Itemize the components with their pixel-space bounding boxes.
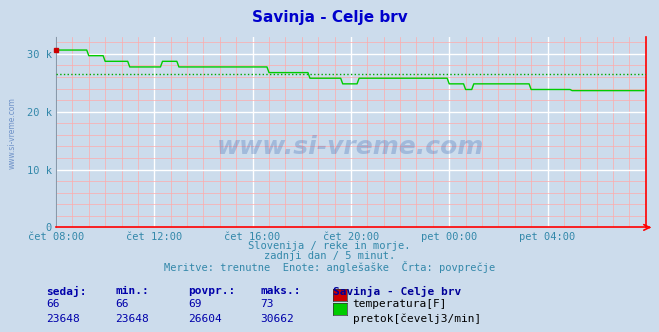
Text: Meritve: trenutne  Enote: anglešaške  Črta: povprečje: Meritve: trenutne Enote: anglešaške Črta…: [164, 261, 495, 273]
Text: Savinja - Celje brv: Savinja - Celje brv: [252, 10, 407, 25]
Text: www.si-vreme.com: www.si-vreme.com: [217, 135, 484, 159]
Text: povpr.:: povpr.:: [188, 286, 235, 296]
Text: temperatura[F]: temperatura[F]: [353, 299, 447, 309]
Text: maks.:: maks.:: [260, 286, 301, 296]
Text: 66: 66: [46, 299, 59, 309]
Text: zadnji dan / 5 minut.: zadnji dan / 5 minut.: [264, 251, 395, 261]
Text: www.si-vreme.com: www.si-vreme.com: [8, 97, 17, 169]
Text: min.:: min.:: [115, 286, 149, 296]
Text: 73: 73: [260, 299, 273, 309]
Text: Savinja - Celje brv: Savinja - Celje brv: [333, 286, 461, 297]
Text: 69: 69: [188, 299, 201, 309]
Text: 66: 66: [115, 299, 129, 309]
Text: pretok[čevelj3/min]: pretok[čevelj3/min]: [353, 314, 481, 324]
Text: 30662: 30662: [260, 314, 294, 324]
Text: 26604: 26604: [188, 314, 221, 324]
Text: Slovenija / reke in morje.: Slovenija / reke in morje.: [248, 241, 411, 251]
Text: 23648: 23648: [46, 314, 80, 324]
Text: 23648: 23648: [115, 314, 149, 324]
Text: sedaj:: sedaj:: [46, 286, 86, 297]
